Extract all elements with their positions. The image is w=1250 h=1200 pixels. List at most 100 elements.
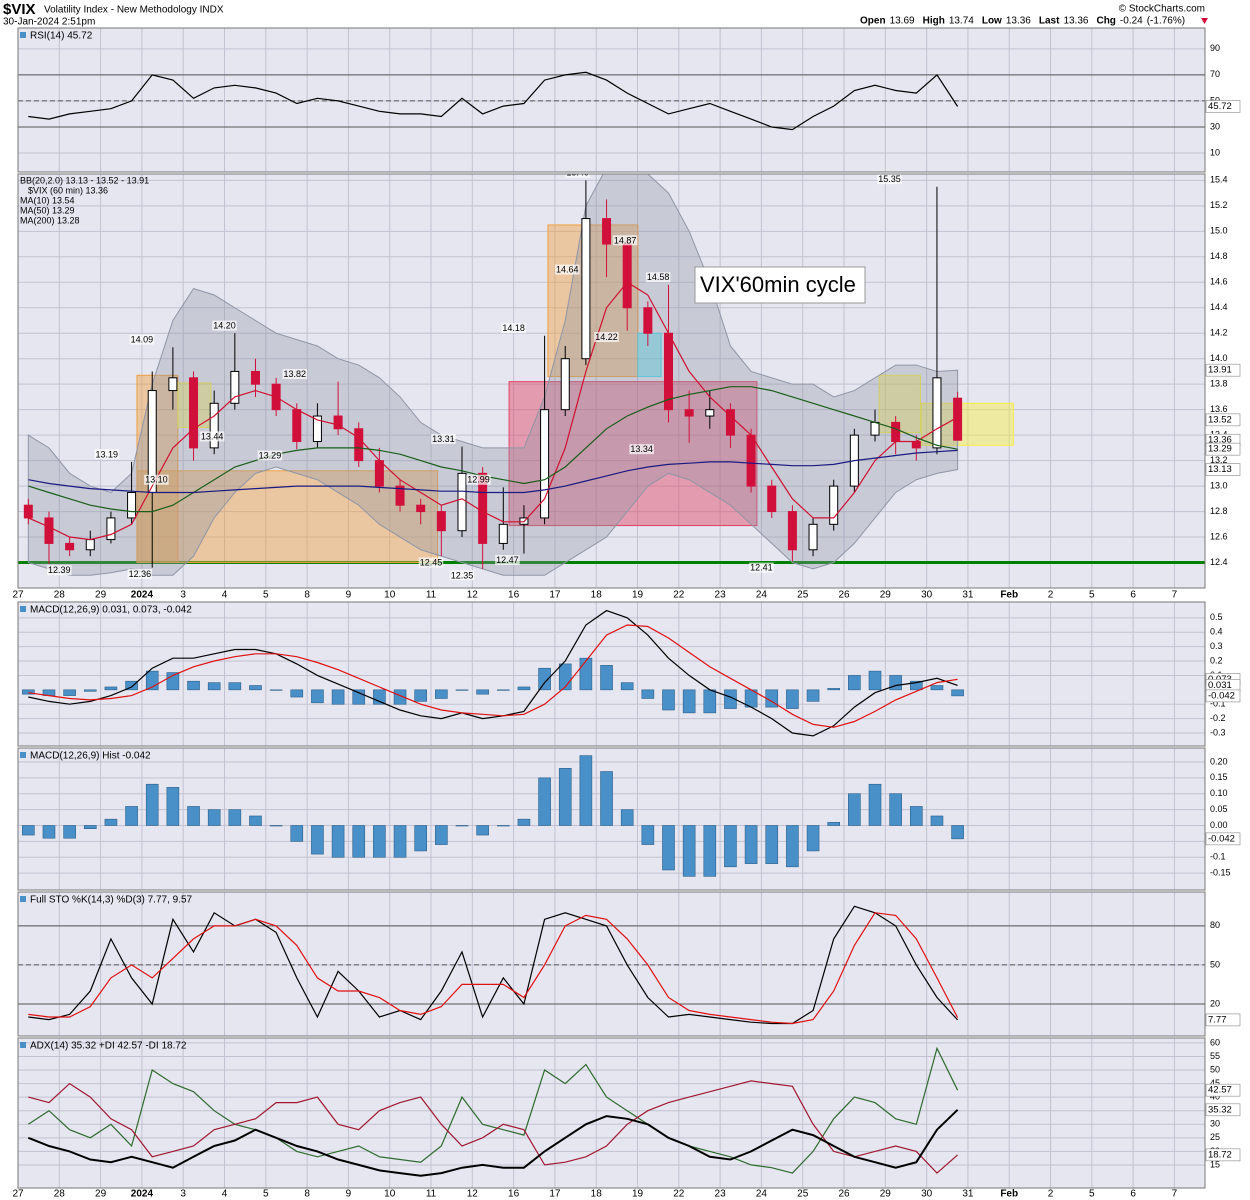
panel	[18, 602, 1205, 746]
panel	[18, 892, 1205, 1036]
candle-body	[478, 472, 488, 544]
price-label-box	[144, 474, 169, 485]
x-tick-label: 5	[263, 1189, 269, 1200]
value-tag-box	[1205, 1013, 1241, 1027]
histogram-bar	[930, 685, 944, 691]
x-tick-label: 17	[549, 1189, 561, 1200]
histogram-bar	[538, 777, 551, 826]
series-line	[28, 281, 958, 541]
value-tag: 42.57	[1208, 1085, 1232, 1096]
value-tag-box	[1205, 1103, 1241, 1117]
price-label: 12.39	[48, 565, 71, 575]
candle-body	[891, 421, 901, 443]
panel-title: Full STO %K(14,3) %D(3) 7.77, 9.57	[30, 895, 193, 906]
price-label: 14.20	[213, 321, 236, 331]
candle-body	[787, 511, 797, 551]
x-tick-label: 28	[54, 1189, 66, 1200]
value-tag: 13.29	[1208, 444, 1232, 455]
legend-entry: BB(20,2.0) 13.13 - 13.52 - 13.91	[20, 175, 149, 185]
price-label-box	[466, 474, 491, 485]
candle-body	[911, 441, 921, 449]
histogram-bar	[910, 680, 923, 691]
symbol: $VIX	[3, 1, 36, 18]
x-tick-label: 6	[1130, 590, 1136, 601]
value-tag-box	[1205, 100, 1241, 113]
quote-value: 13.36	[1063, 16, 1088, 27]
x-tick-label: 2	[1048, 590, 1054, 601]
y-tick-label: 0.00	[1210, 820, 1228, 830]
y-tick-label: 50	[1210, 1064, 1220, 1074]
panel-title: RSI(14) 45.72	[30, 31, 93, 42]
histogram-bar	[724, 825, 737, 868]
histogram-bar	[228, 682, 242, 691]
candle-body	[457, 472, 467, 532]
x-tick-label: 19	[632, 590, 644, 601]
panel	[18, 748, 1205, 890]
y-tick-label: 0.10	[1210, 788, 1228, 798]
histogram-bar	[104, 818, 118, 826]
y-tick-label: 0.2	[1210, 655, 1223, 665]
histogram-bar	[145, 783, 159, 826]
candle-body	[932, 377, 942, 449]
x-tick-label: 4	[222, 590, 228, 601]
value-tag-box	[1205, 363, 1241, 377]
panel	[18, 28, 1205, 172]
panel-title: ADX(14) 35.32 +DI 42.57 -DI 18.72	[30, 1041, 187, 1052]
candle-body	[581, 218, 591, 360]
histogram-bar	[352, 825, 366, 858]
price-label-box	[495, 554, 520, 565]
quote-label: Open	[860, 16, 886, 27]
legend-icon	[20, 896, 26, 902]
histogram-bar	[455, 825, 469, 827]
histogram-bar	[228, 809, 242, 826]
price-label-box	[257, 450, 283, 461]
histogram-bar	[414, 825, 427, 852]
highlight-box	[136, 374, 179, 564]
price-label-box	[418, 557, 444, 568]
x-tick-label: 29	[880, 1189, 892, 1200]
histogram-bar	[393, 689, 407, 705]
x-tick-label: 28	[54, 590, 66, 601]
y-tick-label: 12.4	[1210, 557, 1228, 567]
candle-body	[44, 517, 54, 544]
value-tag-box	[1205, 442, 1241, 456]
candle-body	[416, 504, 426, 513]
y-tick-label: 30	[1210, 1119, 1220, 1129]
x-tick-label: 3	[180, 1189, 186, 1200]
histogram-bar	[125, 806, 138, 826]
histogram-bar	[930, 815, 944, 826]
histogram-bar	[311, 825, 324, 855]
quote-label: Low	[982, 16, 1002, 27]
histogram-bar	[558, 663, 572, 691]
histogram-bar	[682, 689, 696, 714]
quote-value: 13.36	[1006, 16, 1031, 27]
price-label: 13.31	[432, 434, 455, 444]
x-tick-label: 8	[304, 1189, 310, 1200]
x-tick-label: 22	[673, 590, 685, 601]
x-tick-label: 31	[962, 590, 974, 601]
y-tick-label: 12.6	[1210, 531, 1228, 541]
x-tick-label: 25	[797, 590, 809, 601]
value-tag: 13.13	[1208, 464, 1232, 475]
y-tick-label: 0.20	[1210, 756, 1228, 766]
price-label-box	[594, 332, 619, 343]
price-label-box	[127, 568, 153, 579]
histogram-bar	[249, 685, 262, 691]
histogram-bar	[951, 825, 964, 840]
quote-label: Chg	[1096, 16, 1115, 27]
x-tick-label: 27	[12, 590, 24, 601]
histogram-bar	[827, 688, 841, 691]
value-tag: 18.72	[1208, 1149, 1232, 1160]
x-tick-label: 5	[1089, 590, 1095, 601]
histogram-bar	[848, 793, 861, 826]
x-tick-label: 29	[880, 590, 892, 601]
y-tick-label: 13.0	[1210, 480, 1228, 490]
price-label: 13.44	[201, 431, 224, 441]
quote-value: -0.24	[1120, 16, 1143, 27]
x-tick-label: 2	[1048, 1189, 1054, 1200]
x-tick-label: 10	[384, 590, 396, 601]
candle-body	[354, 428, 364, 462]
series-line	[28, 609, 958, 737]
value-tag-box	[1205, 413, 1241, 427]
price-label: 15.40	[566, 168, 589, 178]
